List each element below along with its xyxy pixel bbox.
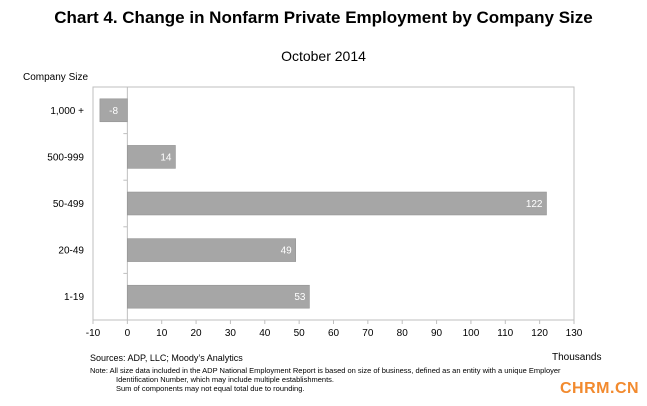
x-tick-label: 110 <box>497 328 513 339</box>
x-tick-label: 0 <box>125 328 131 339</box>
bar <box>127 238 296 262</box>
note-line-2: Identification Number, which may include… <box>116 375 335 384</box>
data-label: 53 <box>294 292 306 303</box>
source-text: Sources: ADP, LLC; Moody’s Analytics <box>90 353 243 363</box>
category-label: 1-19 <box>64 292 84 303</box>
category-label: 20-49 <box>58 246 84 257</box>
category-label: 1,000 + <box>50 106 84 117</box>
bar <box>127 191 547 216</box>
note-line-1: Note: All size data included in the ADP … <box>90 366 561 375</box>
x-tick-label: 20 <box>191 328 203 339</box>
bar <box>99 98 128 123</box>
x-tick-label: 100 <box>463 328 480 339</box>
x-tick-label: 10 <box>156 328 168 339</box>
x-tick-label: 60 <box>328 328 340 339</box>
x-tick-label: 130 <box>566 328 583 339</box>
x-tick-label: 80 <box>397 328 409 339</box>
x-axis-label: Thousands <box>552 352 602 363</box>
bar <box>127 284 310 309</box>
data-label: -8 <box>109 106 118 117</box>
x-tick-label: 50 <box>294 328 306 339</box>
category-label: 50-499 <box>53 199 85 210</box>
data-label: 122 <box>526 199 543 210</box>
chart-subtitle: October 2014 <box>281 48 366 64</box>
bar <box>127 145 176 169</box>
category-label: 500-999 <box>47 152 84 163</box>
x-tick-label: 90 <box>431 328 443 339</box>
note-line-3: Sum of components may not equal total du… <box>116 384 305 393</box>
data-label: 14 <box>160 152 172 163</box>
chart-title: Chart 4. Change in Nonfarm Private Emplo… <box>54 8 593 27</box>
data-label: 49 <box>281 246 293 257</box>
x-tick-label: -10 <box>86 328 101 339</box>
watermark-logo: CHRM.CN <box>560 380 640 397</box>
x-tick-label: 40 <box>259 328 271 339</box>
x-tick-label: 120 <box>531 328 548 339</box>
y-axis-label: Company Size <box>23 72 89 83</box>
x-tick-label: 70 <box>362 328 374 339</box>
note-text: Note: All size data included in the ADP … <box>90 366 561 393</box>
x-tick-label: 30 <box>225 328 237 339</box>
